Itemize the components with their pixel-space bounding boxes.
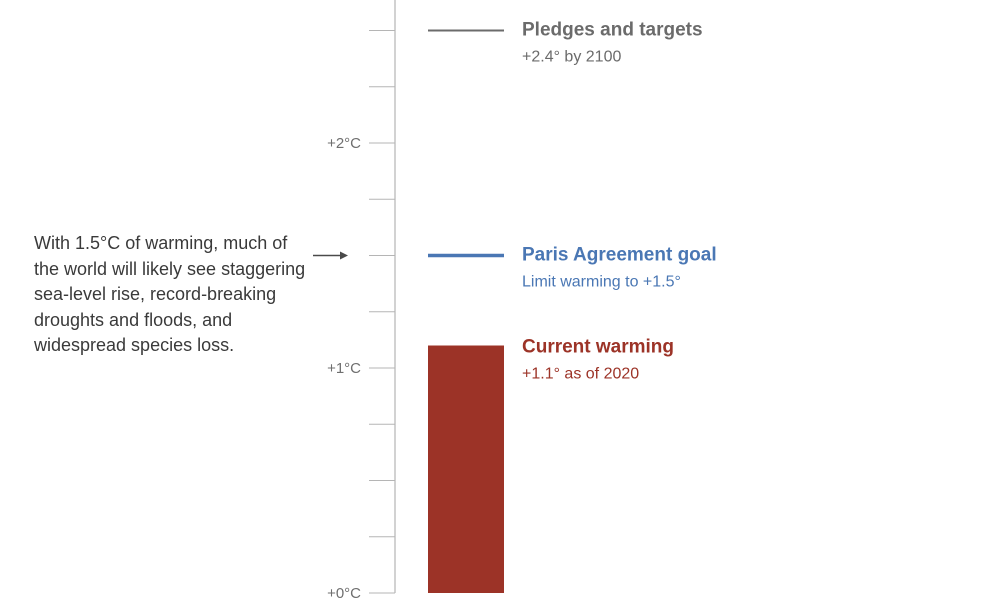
annotation-title-current-warming: Current warming	[522, 337, 674, 358]
y-tick-label: +0°C	[327, 585, 361, 600]
y-tick-label: +2°C	[327, 135, 361, 152]
annotation-subtitle-pledges: +2.4° by 2100	[522, 49, 621, 66]
side-note: With 1.5°C of warming, much of the world…	[34, 233, 306, 355]
annotation-subtitle-paris-goal: Limit warming to +1.5°	[522, 274, 681, 291]
bar-current-warming	[428, 345, 504, 593]
annotation-subtitle-current-warming: +1.1° as of 2020	[522, 366, 639, 383]
side-note-arrow-head	[340, 251, 348, 260]
annotation-title-pledges: Pledges and targets	[522, 20, 703, 41]
annotation-title-paris-goal: Paris Agreement goal	[522, 245, 717, 266]
y-tick-label: +1°C	[327, 360, 361, 377]
